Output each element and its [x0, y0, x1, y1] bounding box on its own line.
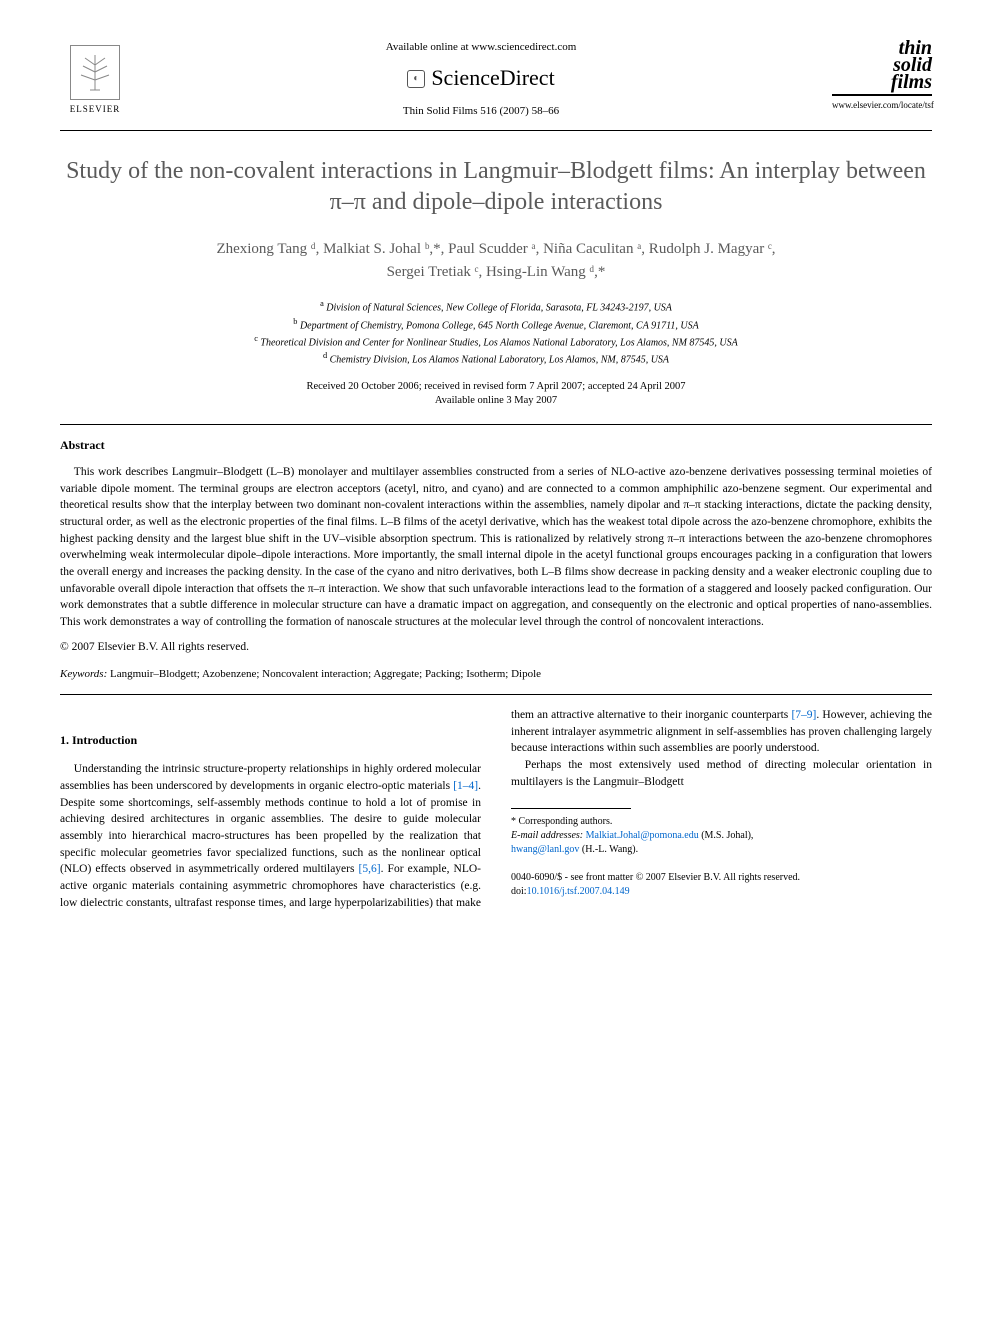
- dates-received: Received 20 October 2006; received in re…: [306, 381, 685, 392]
- section-1-heading: 1. Introduction: [60, 732, 481, 749]
- body-columns: 1. Introduction Understanding the intrin…: [60, 707, 932, 911]
- sciencedirect-brand: ◐ ScienceDirect: [150, 63, 812, 94]
- corresponding-authors: * Corresponding authors.: [511, 815, 932, 829]
- abstract-bottom-rule: [60, 694, 932, 695]
- journal-url: www.elsevier.com/locate/tsf: [832, 99, 932, 112]
- article-dates: Received 20 October 2006; received in re…: [60, 380, 932, 409]
- publisher-name: ELSEVIER: [70, 103, 121, 116]
- journal-reference: Thin Solid Films 516 (2007) 58–66: [150, 104, 812, 119]
- abstract-heading: Abstract: [60, 437, 932, 454]
- header-rule: [60, 130, 932, 131]
- intro-paragraph-2: Perhaps the most extensively used method…: [511, 757, 932, 790]
- email-name-2: (H.-L. Wang).: [582, 844, 638, 855]
- keywords-label: Keywords:: [60, 668, 107, 680]
- dates-online: Available online 3 May 2007: [435, 395, 557, 406]
- journal-brand: thin solid films: [832, 40, 932, 96]
- footnote-rule: [511, 808, 631, 809]
- authors-list: Zhexiong Tang ᵈ, Malkiat S. Johal ᵇ,*, P…: [60, 238, 932, 283]
- elsevier-tree-icon: [70, 45, 120, 100]
- email-link-2[interactable]: hwang@lanl.gov: [511, 844, 579, 855]
- affiliation-b: b Department of Chemistry, Pomona Colleg…: [60, 316, 932, 333]
- header-row: ELSEVIER Available online at www.science…: [60, 40, 932, 120]
- ref-link-5-6[interactable]: [5,6]: [359, 863, 381, 875]
- footer-info: 0040-6090/$ - see front matter © 2007 El…: [511, 871, 932, 899]
- affiliation-c: c Theoretical Division and Center for No…: [60, 333, 932, 350]
- keywords-text: Langmuir–Blodgett; Azobenzene; Noncovale…: [110, 668, 541, 680]
- issn-line: 0040-6090/$ - see front matter © 2007 El…: [511, 871, 932, 885]
- affiliations: a Division of Natural Sciences, New Coll…: [60, 298, 932, 367]
- brand-line-3: films: [832, 74, 932, 91]
- platform-name: ScienceDirect: [431, 63, 554, 94]
- affiliation-a: a Division of Natural Sciences, New Coll…: [60, 298, 932, 315]
- keywords: Keywords: Langmuir–Blodgett; Azobenzene;…: [60, 667, 932, 682]
- elsevier-logo: ELSEVIER: [60, 40, 130, 120]
- sciencedirect-icon: ◐: [407, 70, 425, 88]
- authors-line-2: Sergei Tretiak ᶜ, Hsing-Lin Wang ᵈ,*: [387, 264, 606, 280]
- journal-logo: thin solid films www.elsevier.com/locate…: [832, 40, 932, 112]
- article-title: Study of the non-covalent interactions i…: [60, 156, 932, 218]
- abstract-body: This work describes Langmuir–Blodgett (L…: [60, 464, 932, 631]
- abstract-top-rule: [60, 424, 932, 425]
- doi-line: doi:10.1016/j.tsf.2007.04.149: [511, 885, 932, 899]
- email-name-1: (M.S. Johal),: [701, 830, 753, 841]
- authors-line-1: Zhexiong Tang ᵈ, Malkiat S. Johal ᵇ,*, P…: [216, 241, 775, 257]
- ref-link-1-4[interactable]: [1–4]: [453, 780, 478, 792]
- email-addresses: E-mail addresses: Malkiat.Johal@pomona.e…: [511, 829, 932, 857]
- abstract-copyright: © 2007 Elsevier B.V. All rights reserved…: [60, 639, 932, 655]
- center-header: Available online at www.sciencedirect.co…: [130, 40, 832, 120]
- footnotes: * Corresponding authors. E-mail addresse…: [511, 815, 932, 857]
- ref-link-7-9[interactable]: [7–9]: [791, 709, 816, 721]
- available-online-text: Available online at www.sciencedirect.co…: [150, 40, 812, 55]
- email-label: E-mail addresses:: [511, 830, 583, 841]
- doi-link[interactable]: 10.1016/j.tsf.2007.04.149: [527, 886, 630, 897]
- affiliation-d: d Chemistry Division, Los Alamos Nationa…: [60, 350, 932, 367]
- email-link-1[interactable]: Malkiat.Johal@pomona.edu: [586, 830, 699, 841]
